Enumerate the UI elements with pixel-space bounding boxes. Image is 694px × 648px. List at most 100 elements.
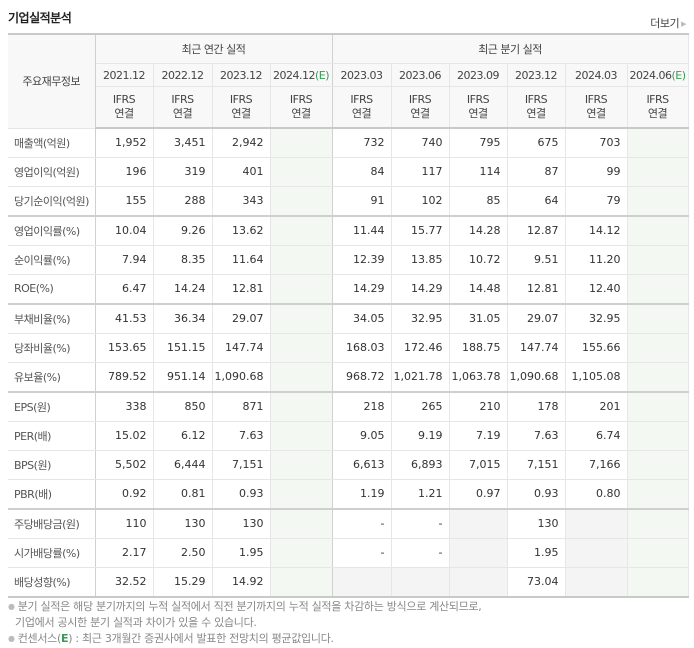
more-label: 더보기: [650, 17, 680, 30]
table-row: 당기순이익(억원) 155 288 343 91 102 85 64 79: [8, 186, 689, 217]
value-cell: 1.21: [391, 479, 450, 510]
value-cell: 196: [95, 157, 154, 187]
row-label: 유보율(%): [8, 362, 96, 393]
value-cell: 968.72: [332, 362, 392, 393]
value-cell: 130: [153, 508, 213, 539]
value-cell: [565, 508, 628, 539]
ifrs-consolidated-label: IFRS 연결: [212, 86, 271, 129]
value-cell: 7.19: [449, 421, 508, 451]
value-cell: 0.80: [565, 479, 628, 510]
value-cell: 12.81: [507, 274, 566, 305]
value-cell: 12.39: [332, 245, 392, 275]
value-cell: [270, 274, 333, 305]
row-label: 영업이익률(%): [8, 215, 96, 246]
row-label: 당기순이익(억원): [8, 186, 96, 217]
value-cell: 168.03: [332, 333, 392, 363]
value-cell: 14.29: [391, 274, 450, 305]
ifrs-consolidated-label: IFRS 연결: [391, 86, 450, 129]
value-cell: 155.66: [565, 333, 628, 363]
value-cell: 130: [212, 508, 271, 539]
value-cell: 15.77: [391, 215, 450, 246]
value-cell: 675: [507, 128, 566, 158]
period-header: 2023.12: [507, 63, 566, 87]
value-cell: 7,166: [565, 450, 628, 480]
value-cell: 99: [565, 157, 628, 187]
value-cell: 740: [391, 128, 450, 158]
value-cell: 41.53: [95, 303, 154, 334]
value-cell: 32.95: [391, 303, 450, 334]
value-cell: 6.47: [95, 274, 154, 305]
row-label: 시가배당률(%): [8, 538, 96, 568]
value-cell: -: [391, 508, 450, 539]
value-cell: [627, 215, 689, 246]
table-row: PBR(배) 0.92 0.81 0.93 1.19 1.21 0.97 0.93 0.80: [8, 479, 689, 510]
ifrs-consolidated-label: IFRS 연결: [270, 86, 333, 129]
value-cell: 1,952: [95, 128, 154, 158]
row-label: PBR(배): [8, 479, 96, 510]
value-cell: 14.24: [153, 274, 213, 305]
value-cell: 0.97: [449, 479, 508, 510]
value-cell: [270, 245, 333, 275]
ifrs-consolidated-label: IFRS 연결: [332, 86, 392, 129]
value-cell: [627, 186, 689, 217]
value-cell: 1,090.68: [212, 362, 271, 393]
value-cell: 0.81: [153, 479, 213, 510]
row-label: 부채비율(%): [8, 303, 96, 334]
value-cell: [270, 479, 333, 510]
value-cell: 151.15: [153, 333, 213, 363]
value-cell: [627, 391, 689, 422]
row-label: 매출액(억원): [8, 128, 96, 158]
value-cell: 14.12: [565, 215, 628, 246]
footnote-quarterly-cont: 기업에서 공시한 분기 실적과 차이가 있을 수 있습니다.: [15, 616, 257, 629]
table-row: ROE(%) 6.47 14.24 12.81 14.29 14.29 14.48 12.81…: [8, 274, 689, 305]
value-cell: 102: [391, 186, 450, 217]
table-row: 당좌비율(%) 153.65 151.15 147.74 168.03 172.46 188…: [8, 333, 689, 363]
value-cell: 7,151: [507, 450, 566, 480]
more-link[interactable]: 더보기 ▶: [650, 15, 686, 31]
value-cell: 2.50: [153, 538, 213, 568]
period-header: 2024.12(E): [270, 63, 333, 87]
value-cell: 6.74: [565, 421, 628, 451]
value-cell: [627, 274, 689, 305]
value-cell: 12.40: [565, 274, 628, 305]
value-cell: 7,015: [449, 450, 508, 480]
value-cell: 84: [332, 157, 392, 187]
value-cell: 789.52: [95, 362, 154, 393]
value-cell: 343: [212, 186, 271, 217]
value-cell: 147.74: [507, 333, 566, 363]
value-cell: [627, 479, 689, 510]
value-cell: 1,090.68: [507, 362, 566, 393]
value-cell: 114: [449, 157, 508, 187]
value-cell: 5,502: [95, 450, 154, 480]
row-label: 순이익률(%): [8, 245, 96, 275]
value-cell: 32.52: [95, 567, 154, 597]
table-row: 배당성향(%) 32.52 15.29 14.92 73.04: [8, 567, 689, 597]
value-cell: [627, 450, 689, 480]
period-header: 2024.03: [565, 63, 628, 87]
value-cell: 79: [565, 186, 628, 217]
value-cell: [391, 567, 450, 597]
value-cell: 0.92: [95, 479, 154, 510]
table-row: 영업이익률(%) 10.04 9.26 13.62 11.44 15.77 14.28 12.…: [8, 215, 689, 246]
value-cell: 11.44: [332, 215, 392, 246]
ifrs-consolidated-label: IFRS 연결: [627, 86, 689, 129]
value-cell: 10.04: [95, 215, 154, 246]
value-cell: 29.07: [212, 303, 271, 334]
value-cell: 795: [449, 128, 508, 158]
value-cell: 1,105.08: [565, 362, 628, 393]
ifrs-consolidated-label: IFRS 연결: [449, 86, 508, 129]
footnote-consensus: ● 컨센서스(E) : 최근 3개월간 증권사에서 발표한 전망치의 평균값입니다…: [8, 632, 334, 645]
value-cell: 14.92: [212, 567, 271, 597]
value-cell: 6,893: [391, 450, 450, 480]
value-cell: 951.14: [153, 362, 213, 393]
value-cell: 201: [565, 391, 628, 422]
footnote-quarterly: ● 분기 실적은 해당 분기까지의 누적 실적에서 직전 분기까지의 누적 실적을…: [8, 600, 482, 613]
value-cell: [270, 421, 333, 451]
value-cell: 12.87: [507, 215, 566, 246]
table-row: 영업이익(억원) 196 319 401 84 117 114 87 99: [8, 157, 689, 187]
value-cell: 117: [391, 157, 450, 187]
value-cell: 1.19: [332, 479, 392, 510]
value-cell: [627, 567, 689, 597]
value-cell: [270, 362, 333, 393]
label-column-header: 주요재무정보: [8, 34, 96, 129]
